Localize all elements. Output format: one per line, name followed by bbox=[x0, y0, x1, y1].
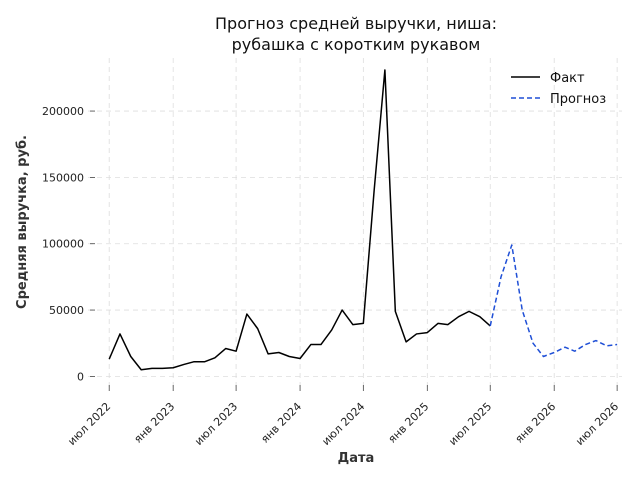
series-layer bbox=[108, 69, 618, 371]
chart-title-line-2: рубашка с коротким рукавом bbox=[232, 35, 481, 54]
chart-title-line-1: Прогноз средней выручки, ниша: bbox=[215, 14, 497, 33]
x-tick-label: июл 2022 bbox=[65, 400, 113, 448]
x-tick-label: июл 2026 bbox=[573, 400, 621, 448]
y-tick-label: 0 bbox=[77, 370, 84, 383]
series-line-forecast bbox=[489, 244, 618, 358]
x-axis: июл 2022 янв 2023 июл 2023 янв 2024 июл 2024… bbox=[65, 385, 621, 448]
x-tick-label: янв 2023 bbox=[131, 400, 177, 446]
grid bbox=[88, 58, 622, 387]
y-tick-label: 150000 bbox=[42, 171, 84, 184]
x-tick-label: июл 2024 bbox=[319, 400, 367, 448]
x-tick-label: июл 2023 bbox=[192, 400, 240, 448]
legend-label-fact: Факт bbox=[550, 71, 585, 86]
y-axis: 0 50000 100000 150000 200000 bbox=[42, 105, 95, 383]
y-tick-label: 100000 bbox=[42, 238, 84, 251]
legend: Факт Прогноз bbox=[511, 71, 606, 107]
x-tick-label: янв 2024 bbox=[258, 400, 304, 446]
series-line-fact bbox=[108, 69, 491, 371]
y-tick-label: 200000 bbox=[42, 105, 84, 118]
y-tick-label: 50000 bbox=[49, 304, 84, 317]
x-tick-label: янв 2026 bbox=[513, 400, 559, 446]
legend-label-forecast: Прогноз bbox=[550, 92, 606, 107]
x-tick-label: июл 2025 bbox=[446, 400, 494, 448]
x-tick-label: янв 2025 bbox=[386, 400, 432, 446]
y-axis-label: Средняя выручка, руб. bbox=[15, 135, 30, 309]
x-axis-label: Дата bbox=[338, 451, 375, 466]
